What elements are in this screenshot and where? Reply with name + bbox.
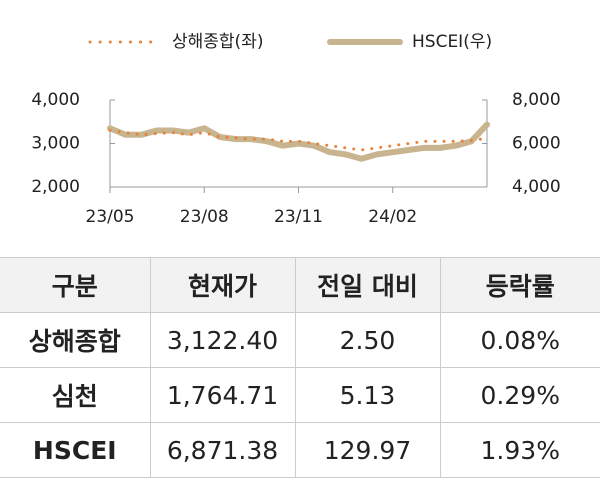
cell: 2.50 [294, 312, 440, 368]
header-cell: 등락률 [439, 257, 600, 313]
y2-tick-label: 6,000 [512, 134, 561, 154]
cell: 1,764.71 [149, 367, 295, 423]
row: 심천 1,764.71 5.13 0.29% [0, 367, 600, 423]
cell: 0.08% [439, 312, 600, 368]
y-tick-label: 2,000 [31, 177, 80, 197]
cell: 1.93% [439, 422, 600, 478]
legend-label: HSCEI(우) [412, 32, 492, 52]
chart: 2,000 3,000 4,000 4,000 6,000 8,000 23/05 23/08… [31, 32, 561, 227]
cell: 상해종합 [0, 312, 150, 368]
row: 상해종합 3,122.40 2.50 0.08% [0, 312, 600, 368]
cell: 3,122.40 [149, 312, 295, 368]
header-cell: 현재가 [149, 257, 295, 313]
header-cell: 전일 대비 [294, 257, 440, 313]
x-tick-label: 23/11 [274, 207, 323, 227]
cell: HSCEI [0, 422, 150, 478]
row: HSCEI 6,871.38 129.97 1.93% [0, 422, 600, 478]
legend-label: 상해종합(좌) [172, 32, 263, 52]
y2-tick-label: 4,000 [512, 177, 561, 197]
header-row: 구분 현재가 전일 대비 등락률 [0, 257, 600, 313]
y2-tick-label: 8,000 [512, 90, 561, 110]
x-tick-label: 24/02 [368, 207, 417, 227]
cell: 129.97 [294, 422, 440, 478]
quote-table: 구분 현재가 전일 대비 등락률 상해종합 3,122.40 2.50 0.08… [0, 257, 600, 478]
series-line [108, 128, 489, 152]
cell: 5.13 [294, 367, 440, 423]
y-tick-label: 3,000 [31, 134, 80, 154]
cell: 0.29% [439, 367, 600, 423]
y-tick-label: 4,000 [31, 90, 80, 110]
cell: 6,871.38 [149, 422, 295, 478]
header-cell: 구분 [0, 257, 150, 313]
x-tick-label: 23/05 [86, 207, 135, 227]
cell: 심천 [0, 367, 150, 423]
series-line [107, 121, 490, 162]
x-tick-label: 23/08 [180, 207, 229, 227]
